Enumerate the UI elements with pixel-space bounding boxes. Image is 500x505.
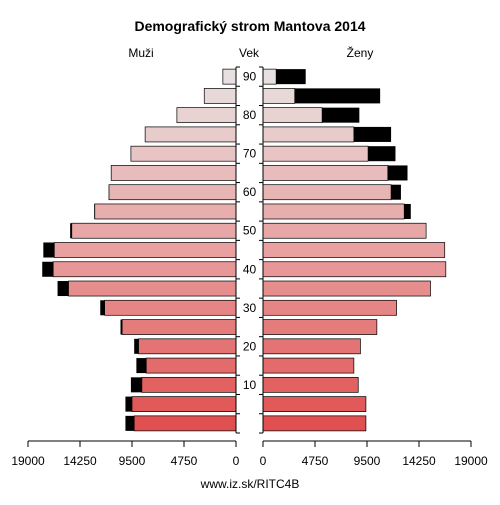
bar-women-45-49 <box>263 242 445 257</box>
bar-men-30-34 <box>105 300 236 315</box>
bar-women-5-9 <box>263 397 366 412</box>
x-tick-label-right: 19000 <box>454 454 488 468</box>
bar-women-25-29 <box>263 320 377 335</box>
age-label: 20 <box>243 339 257 353</box>
x-tick-label-left: 0 <box>233 454 240 468</box>
bar-men-15-19 <box>146 358 236 373</box>
bar-men-excess-10-14 <box>131 377 142 392</box>
bar-men-excess-20-24 <box>134 339 138 354</box>
bar-women-60-64 <box>263 185 391 200</box>
bar-men-excess-30-34 <box>100 300 104 315</box>
bar-men-excess-25-29 <box>121 320 123 335</box>
bar-women-50-54 <box>263 223 426 238</box>
bar-men-65-69 <box>111 165 236 180</box>
chart-title: Demografický strom Mantova 2014 <box>134 18 365 34</box>
bar-women-excess-65-69 <box>388 165 408 180</box>
bar-men-75-79 <box>145 127 236 142</box>
x-tick-label-left: 4750 <box>171 454 198 468</box>
bar-men-70-74 <box>131 146 236 161</box>
bar-women-40-44 <box>263 262 446 277</box>
bar-men-excess-45-49 <box>43 242 54 257</box>
bar-men-80-84 <box>177 108 236 123</box>
bar-men-excess-5-9 <box>125 397 132 412</box>
x-tick-label-right: 4750 <box>302 454 329 468</box>
bar-men-45-49 <box>54 242 236 257</box>
bar-men-excess-40-44 <box>42 262 53 277</box>
bar-men-excess-50-54 <box>70 223 72 238</box>
left-label: Muži <box>128 46 153 60</box>
bar-men-40-44 <box>53 262 236 277</box>
bar-men-35-39 <box>69 281 236 296</box>
bar-men-55-59 <box>95 204 236 219</box>
age-label: 50 <box>243 224 257 238</box>
age-label: 30 <box>243 301 257 315</box>
bar-men-excess-55-59 <box>94 204 95 219</box>
age-label: 40 <box>243 262 257 276</box>
x-tick-label-right: 14250 <box>402 454 436 468</box>
bar-women-75-79 <box>263 127 354 142</box>
bar-women-55-59 <box>263 204 404 219</box>
bar-women-0-4 <box>263 416 366 431</box>
bar-men-50-54 <box>72 223 236 238</box>
center-label: Vek <box>239 46 260 60</box>
x-tick-label-left: 9500 <box>119 454 146 468</box>
bar-women-30-34 <box>263 300 397 315</box>
footer-url: www.iz.sk/RITC4B <box>200 477 300 491</box>
age-label: 60 <box>243 185 257 199</box>
bar-women-excess-75-79 <box>354 127 391 142</box>
bar-women-90+ <box>263 69 276 84</box>
x-tick-label-right: 9500 <box>354 454 381 468</box>
bar-women-65-69 <box>263 165 388 180</box>
bar-men-5-9 <box>132 397 236 412</box>
bar-women-20-24 <box>263 339 360 354</box>
bar-women-excess-85-89 <box>295 88 380 103</box>
bar-women-85-89 <box>263 88 295 103</box>
bar-men-20-24 <box>139 339 236 354</box>
x-tick-label-left: 14250 <box>63 454 97 468</box>
bar-women-excess-55-59 <box>404 204 411 219</box>
bar-women-70-74 <box>263 146 368 161</box>
bar-men-excess-15-19 <box>136 358 146 373</box>
bar-women-excess-80-84 <box>322 108 359 123</box>
bar-men-60-64 <box>109 185 236 200</box>
bar-women-15-19 <box>263 358 354 373</box>
bar-men-10-14 <box>142 377 236 392</box>
bars-group <box>42 69 446 431</box>
bar-men-25-29 <box>122 320 236 335</box>
bar-women-excess-70-74 <box>368 146 395 161</box>
bar-women-80-84 <box>263 108 322 123</box>
bar-men-90+ <box>223 69 236 84</box>
bar-men-85-89 <box>204 88 236 103</box>
age-label: 70 <box>243 147 257 161</box>
age-label: 90 <box>243 70 257 84</box>
bar-women-35-39 <box>263 281 430 296</box>
bar-women-excess-60-64 <box>391 185 401 200</box>
bar-men-excess-0-4 <box>125 416 134 431</box>
bar-men-excess-35-39 <box>58 281 69 296</box>
age-label: 80 <box>243 108 257 122</box>
age-label: 10 <box>243 378 257 392</box>
x-tick-label-right: 0 <box>260 454 267 468</box>
bar-women-10-14 <box>263 377 358 392</box>
right-label: Ženy <box>347 45 374 60</box>
bar-women-excess-90+ <box>276 69 306 84</box>
bar-men-0-4 <box>134 416 236 431</box>
x-tick-label-left: 19000 <box>11 454 45 468</box>
